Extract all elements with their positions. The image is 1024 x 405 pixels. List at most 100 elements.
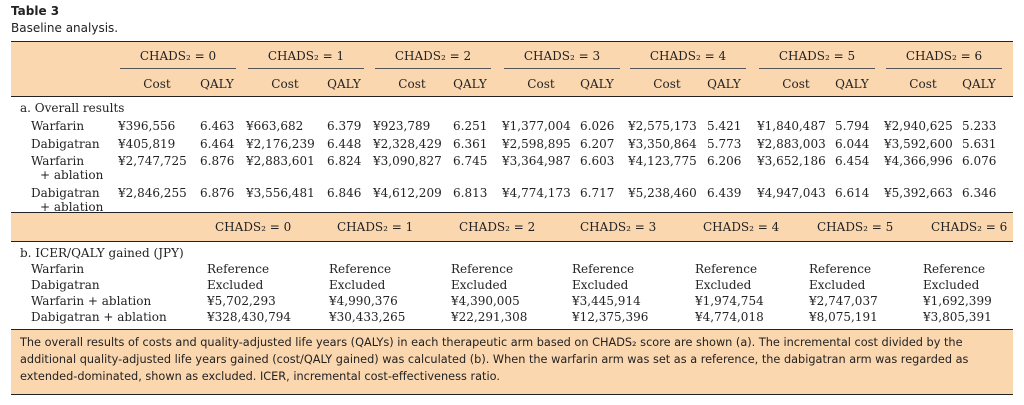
icer-cell: Reference bbox=[695, 262, 758, 276]
chads-header: CHADS₂ = 4 bbox=[649, 49, 727, 63]
icer-cell: ¥12,375,396 bbox=[572, 310, 649, 324]
cost-cell: ¥405,819 bbox=[118, 137, 176, 151]
cost-cell: ¥923,789 bbox=[373, 119, 431, 133]
header-rule-b-top bbox=[11, 212, 1013, 213]
cost-cell: ¥1,840,487 bbox=[757, 119, 826, 133]
qaly-cell: 6.464 bbox=[200, 137, 235, 151]
qaly-subheader: QALY bbox=[580, 77, 614, 91]
bottom-rule bbox=[11, 394, 1013, 395]
cost-subheader: Cost bbox=[782, 77, 810, 91]
cost-cell: ¥5,238,460 bbox=[628, 186, 697, 200]
icer-cell: ¥3,445,914 bbox=[572, 294, 641, 308]
icer-cell: Reference bbox=[451, 262, 514, 276]
icer-cell: ¥2,747,037 bbox=[809, 294, 878, 308]
chads-header: CHADS₂ = 2 bbox=[394, 49, 472, 63]
chads-header-underline bbox=[504, 68, 620, 69]
chads-header: CHADS₂ = 3 bbox=[580, 220, 657, 234]
row-label: Dabigatran + ablation bbox=[31, 310, 167, 324]
icer-cell: ¥328,430,794 bbox=[207, 310, 291, 324]
qaly-cell: 6.076 bbox=[962, 154, 997, 168]
chads-header: CHADS₂ = 0 bbox=[139, 49, 217, 63]
qaly-cell: 6.346 bbox=[962, 186, 997, 200]
cost-cell: ¥2,176,239 bbox=[246, 137, 315, 151]
qaly-cell: 5.421 bbox=[707, 119, 742, 133]
qaly-cell: 5.794 bbox=[835, 119, 870, 133]
qaly-subheader: QALY bbox=[200, 77, 234, 91]
cost-cell: ¥2,575,173 bbox=[628, 119, 697, 133]
table-number: Table 3 bbox=[11, 4, 60, 18]
section-b-title: b. ICER/QALY gained (JPY) bbox=[20, 246, 184, 260]
cost-cell: ¥1,377,004 bbox=[502, 119, 571, 133]
icer-cell: ¥8,075,191 bbox=[809, 310, 878, 324]
qaly-cell: 5.773 bbox=[707, 137, 742, 151]
cost-cell: ¥3,350,864 bbox=[628, 137, 697, 151]
cost-cell: ¥4,123,775 bbox=[628, 154, 697, 168]
chads-header: CHADS₂ = 0 bbox=[215, 220, 292, 234]
qaly-cell: 6.824 bbox=[327, 154, 362, 168]
chads-header-underline bbox=[120, 68, 236, 69]
qaly-cell: 6.876 bbox=[200, 186, 235, 200]
icer-cell: Reference bbox=[572, 262, 635, 276]
qaly-subheader: QALY bbox=[453, 77, 487, 91]
cost-cell: ¥2,940,625 bbox=[884, 119, 953, 133]
cost-cell: ¥5,392,663 bbox=[884, 186, 953, 200]
qaly-cell: 6.717 bbox=[580, 186, 615, 200]
qaly-cell: 6.876 bbox=[200, 154, 235, 168]
icer-cell: Excluded bbox=[451, 278, 508, 292]
table-caption: Baseline analysis. bbox=[11, 21, 119, 35]
row-label-sub: + ablation bbox=[40, 168, 104, 182]
qaly-subheader: QALY bbox=[835, 77, 869, 91]
cost-cell: ¥3,364,987 bbox=[502, 154, 571, 168]
cost-cell: ¥2,883,601 bbox=[246, 154, 315, 168]
row-label: Warfarin bbox=[31, 154, 85, 168]
chads-header: CHADS₂ = 1 bbox=[337, 220, 414, 234]
qaly-cell: 6.745 bbox=[453, 154, 488, 168]
chads-header: CHADS₂ = 1 bbox=[267, 49, 345, 63]
qaly-cell: 5.233 bbox=[962, 119, 997, 133]
cost-subheader: Cost bbox=[143, 77, 171, 91]
cost-cell: ¥3,556,481 bbox=[246, 186, 315, 200]
chads-header: CHADS₂ = 2 bbox=[459, 220, 536, 234]
header-rule-a bbox=[11, 96, 1013, 97]
chads-header: CHADS₂ = 6 bbox=[931, 220, 1008, 234]
row-label: Dabigatran bbox=[31, 137, 100, 151]
qaly-cell: 6.846 bbox=[327, 186, 362, 200]
cost-subheader: Cost bbox=[398, 77, 426, 91]
cost-cell: ¥3,592,600 bbox=[884, 137, 953, 151]
header-rule-b bbox=[11, 241, 1013, 242]
icer-cell: Excluded bbox=[329, 278, 386, 292]
qaly-cell: 6.463 bbox=[200, 119, 235, 133]
icer-cell: ¥1,692,399 bbox=[923, 294, 992, 308]
cost-subheader: Cost bbox=[653, 77, 681, 91]
qaly-cell: 6.251 bbox=[453, 119, 488, 133]
icer-cell: ¥4,990,376 bbox=[329, 294, 398, 308]
chads-header-underline bbox=[759, 68, 875, 69]
cost-cell: ¥4,366,996 bbox=[884, 154, 953, 168]
icer-cell: Reference bbox=[329, 262, 392, 276]
section-a-title: a. Overall results bbox=[20, 101, 125, 115]
icer-cell: Excluded bbox=[809, 278, 866, 292]
qaly-cell: 6.044 bbox=[835, 137, 870, 151]
qaly-subheader: QALY bbox=[707, 77, 741, 91]
row-label: Dabigatran bbox=[31, 278, 100, 292]
qaly-cell: 6.448 bbox=[327, 137, 362, 151]
icer-cell: Excluded bbox=[207, 278, 264, 292]
icer-cell: ¥4,774,018 bbox=[695, 310, 764, 324]
qaly-cell: 6.603 bbox=[580, 154, 615, 168]
chads-header: CHADS₂ = 5 bbox=[778, 49, 856, 63]
chads-header: CHADS₂ = 4 bbox=[703, 220, 780, 234]
qaly-cell: 6.026 bbox=[580, 119, 615, 133]
cost-cell: ¥4,947,043 bbox=[757, 186, 826, 200]
chads-header-underline bbox=[886, 68, 1002, 69]
cost-cell: ¥2,328,429 bbox=[373, 137, 442, 151]
row-label: Warfarin bbox=[31, 119, 85, 133]
cost-subheader: Cost bbox=[271, 77, 299, 91]
cost-cell: ¥4,612,209 bbox=[373, 186, 442, 200]
qaly-cell: 5.631 bbox=[962, 137, 997, 151]
chads-header: CHADS₂ = 6 bbox=[905, 49, 983, 63]
qaly-cell: 6.813 bbox=[453, 186, 488, 200]
icer-cell: Excluded bbox=[695, 278, 752, 292]
qaly-cell: 6.361 bbox=[453, 137, 488, 151]
cost-subheader: Cost bbox=[527, 77, 555, 91]
